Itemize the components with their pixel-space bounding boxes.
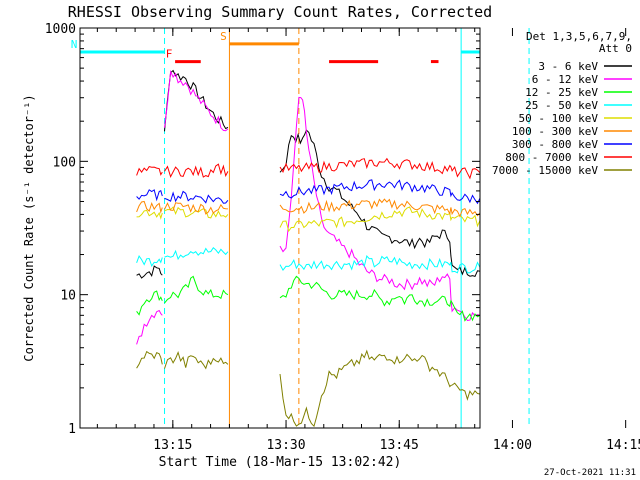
series-line-1-seg-2 [279,96,481,322]
legend-entry-label-3: 25 - 50 keV [525,99,598,112]
series-line-2-seg-2 [279,275,481,322]
series-line-4-seg-2 [279,206,481,233]
y-axis: 1 10 100 1000 [45,22,480,437]
y-tick-label-3: 1000 [45,22,76,37]
plot-frame [79,27,481,429]
x-tick-label-2: 13:45 [380,438,419,453]
x-tick-label-3: 14:00 [493,438,532,453]
legend-header-line-2: Att 0 [599,42,632,55]
series-line-4-seg-0 [136,209,163,220]
series-line-8-seg-2 [279,349,481,428]
series-line-7-seg-1 [164,163,229,179]
legend-entry-label-1: 6 - 12 keV [532,73,599,86]
series-line-1-seg-1 [164,69,229,132]
y-tick-label-0: 1 [68,422,76,437]
series-line-6-seg-1 [164,190,229,204]
x-tick-label-1: 13:30 [266,438,305,453]
footer-date: 27-Oct-2021 11:31 [544,468,636,478]
legend-entry-label-7: 800 - 7000 keV [505,151,598,164]
series-line-3-seg-2 [279,254,481,274]
series-line-5-seg-0 [136,200,163,214]
series-line-8-seg-1 [164,351,229,370]
y-tick-label-1: 10 [60,289,76,304]
series-line-2-seg-1 [164,275,229,304]
series-line-0-seg-1 [164,69,229,132]
series-line-0-seg-0 [136,265,163,279]
legend-header-line-1: Det 1,3,5,6,7,9, [526,30,632,43]
series-line-6-seg-0 [136,189,163,202]
legend-entry-label-2: 12 - 25 keV [525,86,598,99]
series-line-1-seg-0 [136,309,163,345]
x-tick-label-4: 14:15 [606,438,640,453]
series-line-0-seg-2 [279,129,481,277]
flag-label-3: S [220,30,227,43]
legend-entry-label-8: 7000 - 15000 keV [492,164,598,177]
legend-entry-label-5: 100 - 300 keV [512,125,598,138]
series-line-2-seg-0 [136,290,163,316]
series-line-7-seg-2 [279,157,481,180]
series-line-5-seg-2 [279,198,481,218]
series-line-8-seg-0 [136,350,163,369]
y-tick-label-2: 100 [53,155,76,170]
x-tick-label-0: 13:15 [153,438,192,453]
series-line-3-seg-1 [164,247,229,261]
flag-label-0: F [166,48,173,61]
legend-entry-label-4: 50 - 100 keV [519,112,599,125]
plot-area: F N S [71,28,530,428]
legend-entry-label-6: 300 - 800 keV [512,138,598,151]
series-line-5-seg-1 [164,202,228,215]
y-axis-label: Corrected Count Rate (s⁻¹ detector⁻¹) [22,94,36,361]
legend-entry-label-0: 3 - 6 keV [538,60,598,73]
chart-title: RHESSI Observing Summary Count Rates, Co… [68,3,492,21]
flag-label-2: N [71,38,78,51]
x-axis-label: Start Time (18-Mar-15 13:02:42) [159,455,402,470]
series-line-6-seg-2 [279,179,481,205]
series-line-3-seg-0 [136,255,163,268]
series-line-7-seg-0 [136,166,163,176]
